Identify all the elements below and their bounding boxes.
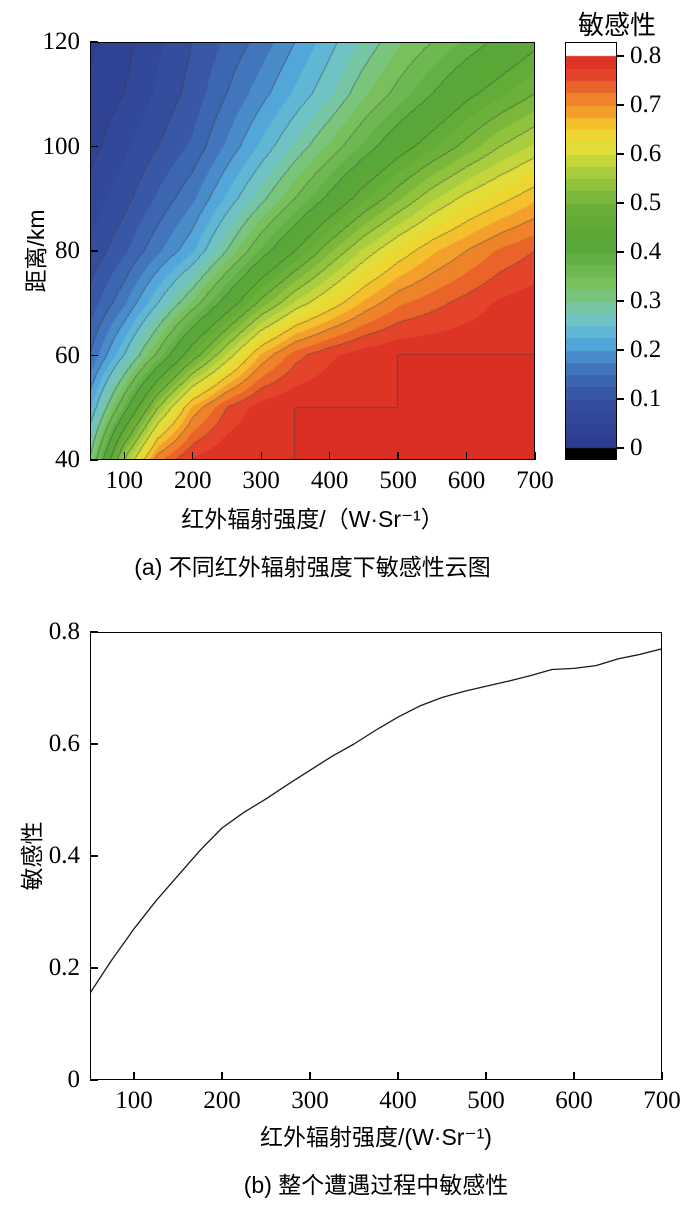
a-x-axis-label: 红外辐射强度/（W·Sr⁻¹）: [181, 506, 444, 532]
a-y-tick-mark: [90, 459, 98, 461]
contour-canvas: [90, 42, 535, 460]
a-x-tick-label: 200: [173, 467, 212, 494]
cb-tick-label: 0.1: [630, 385, 662, 412]
b-y-tick-label: 0.2: [48, 954, 80, 981]
a-x-tick-mark: [397, 452, 399, 460]
a-y-tick-label: 100: [42, 132, 81, 160]
b-x-axis-label: 红外辐射强度/(W·Sr⁻¹): [260, 1124, 492, 1150]
a-x-tick-mark: [465, 452, 468, 460]
a-x-tick-mark: [192, 452, 194, 460]
cb-tick-mark: [617, 153, 624, 155]
b-y-tick-mark: [90, 967, 98, 969]
b-x-tick-mark: [661, 1072, 663, 1080]
a-y-tick-label: 40: [55, 446, 80, 473]
a-y-tick-mark: [90, 354, 98, 357]
a-y-tick-mark: [90, 250, 98, 252]
b-x-tick-label: 400: [379, 1087, 417, 1114]
a-x-tick-label: 300: [242, 467, 280, 494]
b-x-tick-mark: [573, 1072, 575, 1080]
b-y-tick-mark: [90, 743, 98, 745]
b-x-tick-mark: [133, 1072, 135, 1080]
b-y-tick-mark: [90, 855, 98, 857]
cb-tick-mark: [617, 398, 624, 400]
a-x-tick-mark: [123, 452, 125, 460]
b-y-tick-mark: [90, 1079, 98, 1081]
sensitivity-curve-svg: [90, 648, 662, 994]
b-x-tick-mark: [397, 1072, 399, 1080]
b-x-tick-mark: [485, 1072, 487, 1080]
a-x-tick-mark: [260, 452, 262, 460]
a-x-tick-mark: [329, 452, 331, 460]
b-x-tick-label: 600: [555, 1087, 593, 1114]
cb-tick-label: 0.4: [630, 238, 662, 265]
cb-tick-mark: [617, 349, 624, 351]
a-x-tick-label: 700: [516, 467, 554, 494]
cb-tick-mark: [617, 104, 624, 106]
caption-a: (a) 不同红外辐射强度下敏感性云图: [134, 554, 491, 580]
cb-tick-mark: [617, 55, 624, 57]
cb-tick-label: 0.8: [630, 42, 662, 69]
b-y-tick-mark: [90, 631, 98, 633]
b-y-tick-label: 0.8: [48, 618, 80, 645]
cb-tick-label: 0.6: [630, 140, 662, 167]
cb-tick-label: 0.3: [630, 287, 662, 314]
b-x-tick-label: 700: [643, 1087, 681, 1114]
b-x-tick-mark: [221, 1072, 223, 1080]
sensitivity-curve: [90, 648, 662, 994]
cb-tick-mark: [617, 202, 624, 204]
a-x-tick-label: 100: [105, 467, 143, 494]
b-y-tick-label: 0.6: [48, 730, 80, 757]
b-x-tick-label: 100: [115, 1087, 153, 1114]
b-x-tick-label: 300: [291, 1087, 329, 1114]
a-x-tick-label: 600: [447, 467, 486, 494]
caption-b: (b) 整个遭遇过程中敏感性: [243, 1172, 509, 1198]
b-x-tick-label: 200: [203, 1087, 241, 1114]
cb-tick-mark: [617, 300, 624, 302]
a-y-tick-mark: [90, 41, 98, 43]
cb-tick-mark: [617, 251, 624, 253]
b-y-tick-label: 0.4: [48, 842, 80, 869]
a-x-tick-mark: [534, 452, 536, 460]
a-x-tick-label: 500: [379, 467, 417, 494]
a-y-tick-mark: [90, 145, 98, 148]
a-y-tick-label: 120: [42, 28, 81, 55]
b-y-tick-label: 0: [67, 1066, 81, 1093]
colorbar-canvas: [565, 42, 617, 460]
cb-tick-mark: [617, 447, 624, 449]
colorbar-title: 敏感性: [577, 10, 656, 40]
a-y-tick-label: 80: [55, 237, 80, 264]
a-x-tick-label: 400: [310, 467, 349, 494]
cb-tick-label: 0.5: [630, 189, 662, 216]
a-y-tick-label: 60: [55, 341, 80, 369]
cb-tick-label: 0.7: [630, 91, 662, 118]
cb-tick-label: 0: [630, 434, 643, 461]
b-x-tick-label: 500: [467, 1087, 505, 1114]
b-x-tick-mark: [309, 1072, 311, 1080]
cb-tick-label: 0.2: [630, 336, 662, 363]
